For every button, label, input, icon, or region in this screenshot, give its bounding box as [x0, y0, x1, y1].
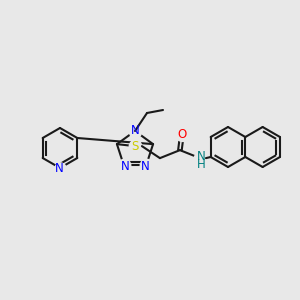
- Text: N: N: [141, 160, 149, 173]
- Text: H: H: [196, 158, 205, 171]
- Text: N: N: [196, 150, 205, 163]
- Text: N: N: [55, 161, 63, 175]
- Text: N: N: [121, 160, 129, 173]
- Text: S: S: [131, 140, 139, 153]
- Text: N: N: [130, 124, 140, 137]
- Text: O: O: [177, 128, 187, 141]
